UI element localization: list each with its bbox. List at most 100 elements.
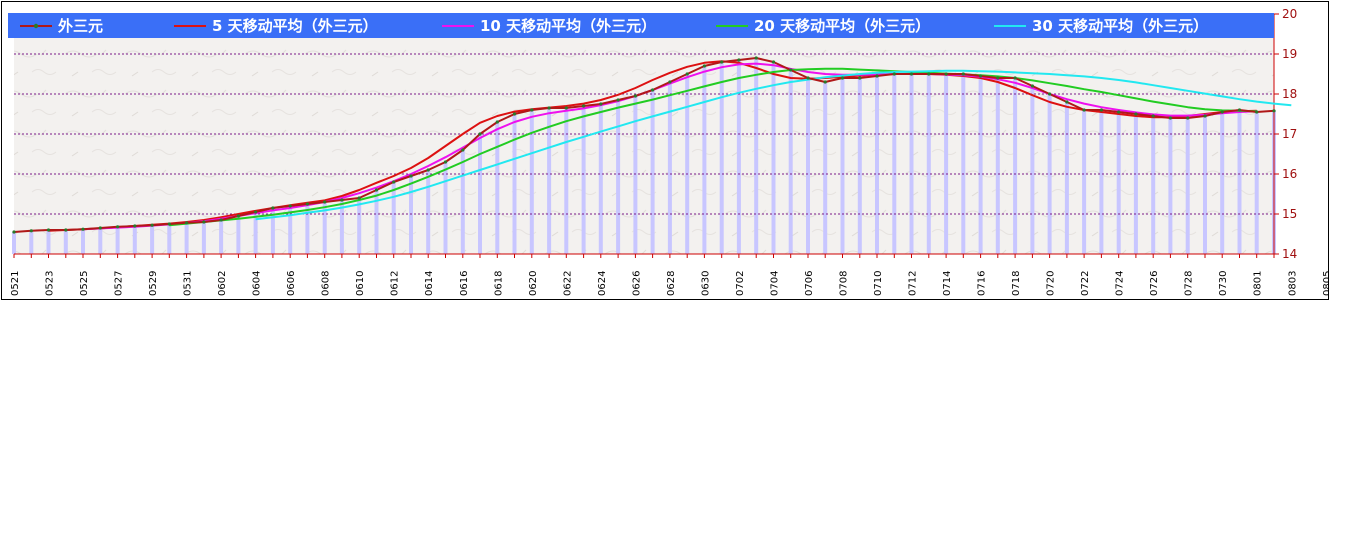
data-point [443,160,448,164]
volume-bar [374,190,379,254]
volume-bar [288,206,293,254]
x-tick-label: 0620 [528,271,539,296]
y-axis: 14 15 16 17 18 19 20 [13,7,1297,261]
data-point [116,225,120,229]
legend-label: 20 天移动平均（外三元） [754,17,930,35]
x-tick-label: 0521 [10,271,21,296]
volume-bar [771,62,776,254]
y-tick-label: 15 [1282,207,1297,221]
data-point [547,106,551,110]
volume-bar [219,220,224,254]
data-point [1203,114,1207,118]
x-tick-label: 0622 [562,271,573,296]
volume-bar [495,122,500,254]
volume-bar [98,228,103,254]
volume-bar [926,74,931,254]
x-tick-label: 0805 [1322,271,1328,296]
data-point [426,168,430,172]
data-point [806,76,810,80]
volume-bar [1254,112,1259,254]
volume-bar [650,90,655,254]
volume-bar [478,134,482,254]
x-tick-label: 0602 [217,271,228,296]
volume-bar [81,229,85,254]
volume-bar [184,222,189,254]
series-line [48,60,1257,232]
data-point [754,56,758,60]
data-point [46,228,51,232]
x-tick-label: 0801 [1253,271,1264,296]
x-tick-label: 0624 [597,271,608,296]
data-point [64,228,68,232]
x-tick-label: 0523 [45,271,56,296]
data-point [12,230,16,234]
volume-bar [409,176,413,254]
chart-frame: 14 15 16 17 18 19 20 外三元 5 天移动平均（外三元） 10 天移动平均（外… [1,1,1329,300]
legend-marker [33,23,39,29]
x-tick-label: 0803 [1287,271,1298,296]
data-point [909,72,914,76]
y-tick-label: 18 [1282,87,1297,101]
legend-label: 外三元 [57,17,103,35]
data-point [840,76,845,80]
data-point [771,60,776,64]
volume-bar [736,60,741,254]
volume-bar [270,208,275,254]
x-tick-label: 0724 [1115,271,1126,296]
volume-bar [132,226,137,254]
x-tick-label: 0722 [1080,271,1091,296]
data-point [530,108,534,112]
y-tick-label: 14 [1282,247,1297,261]
data-point [1013,76,1017,80]
volume-bar [1013,78,1018,254]
data-point [1134,112,1138,116]
volume-bar [1151,116,1156,254]
data-point [651,88,655,92]
x-tick-label: 0628 [666,271,677,296]
volume-bar [719,62,724,254]
legend: 外三元 5 天移动平均（外三元） 10 天移动平均（外三元） 20 天移动平均（外三元… [20,17,1208,35]
x-tick-label: 0527 [114,271,125,296]
volume-bar [253,212,258,254]
x-tick-label: 0618 [493,271,504,296]
volume-bar [909,74,914,254]
volume-bar [547,108,552,254]
x-tick-label: 0718 [1011,271,1022,296]
x-tick-label: 0531 [183,271,194,296]
series-line [13,57,1275,233]
data-point [564,106,568,110]
data-point [944,72,948,76]
volume-bar [1064,102,1069,254]
data-point [167,222,171,226]
x-tick-label: 0604 [252,271,263,296]
volume-bar [46,230,51,254]
x-tick-label: 0720 [1046,271,1057,296]
data-point [1065,100,1069,104]
x-tick-label: 0726 [1149,271,1160,296]
data-point [927,72,931,76]
data-point [1255,110,1259,114]
x-tick-label: 0626 [631,271,642,296]
volume-bars [12,58,1276,254]
data-point [1151,114,1155,118]
data-point [1099,108,1103,112]
data-point [823,80,827,84]
volume-bar [667,82,672,254]
data-point [409,174,413,178]
volume-bar [1099,110,1104,254]
data-point [737,58,741,62]
volume-bar [512,114,517,254]
volume-bar [63,230,68,254]
volume-bar [823,82,828,254]
x-tick-label: 0710 [873,271,884,296]
data-point [323,200,327,204]
data-point [599,102,603,106]
data-point [616,98,620,102]
x-tick-label: 0702 [735,271,746,296]
data-point [892,72,896,76]
data-point [461,148,465,152]
x-tick-label: 0706 [804,271,815,296]
volume-bar [702,66,707,254]
volume-bar [1047,94,1052,254]
legend-bar [8,13,1274,38]
